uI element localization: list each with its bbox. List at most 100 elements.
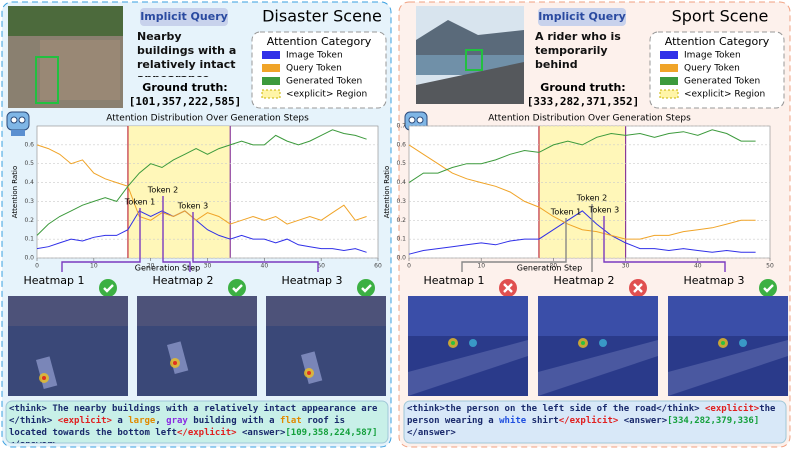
y-tick-label: 0.1 bbox=[24, 236, 34, 243]
robot-eye bbox=[416, 116, 424, 124]
token-annotation: Token 3 bbox=[177, 202, 208, 211]
heatmap-label: Heatmap 3 bbox=[683, 274, 744, 287]
x-tick-label: 40 bbox=[694, 263, 702, 270]
check-mark bbox=[361, 284, 372, 293]
heat-spot bbox=[599, 339, 607, 347]
check-mark bbox=[103, 284, 114, 293]
heatmap-label: Heatmap 1 bbox=[23, 274, 84, 287]
heatmap-road bbox=[668, 340, 788, 396]
token-arrow bbox=[603, 216, 726, 272]
token-annotation: Token 3 bbox=[588, 206, 619, 215]
answer-segment: a bbox=[111, 416, 129, 426]
series-line bbox=[36, 129, 367, 236]
building bbox=[301, 351, 323, 384]
check-icon bbox=[228, 279, 246, 297]
photo-rubble bbox=[40, 40, 120, 100]
query-text: A rider who is temporarily behind bbox=[535, 30, 621, 71]
token-annotation: Token 2 bbox=[147, 186, 178, 195]
series-line bbox=[408, 129, 756, 184]
legend-swatch bbox=[261, 89, 281, 99]
token-arrow bbox=[461, 218, 567, 272]
y-tick-label: 0.1 bbox=[396, 236, 406, 243]
building bbox=[166, 341, 189, 374]
query-label: Implicit Query bbox=[538, 10, 626, 23]
answer-box bbox=[403, 400, 787, 444]
answer-segment: </answer> bbox=[9, 440, 58, 443]
heatmap-label: Heatmap 2 bbox=[152, 274, 213, 287]
answer-segment: flat bbox=[279, 416, 302, 426]
series-line bbox=[36, 210, 367, 253]
y-tick-label: 0.5 bbox=[24, 160, 34, 167]
y-tick-label: 0.0 bbox=[24, 255, 34, 262]
legend-label: Image Token bbox=[286, 51, 343, 61]
gt-label: Ground truth: bbox=[142, 81, 227, 94]
query-label: Implicit Query bbox=[140, 10, 228, 23]
x-tick-label: 0 bbox=[35, 263, 39, 270]
token-annotation: Token 1 bbox=[550, 208, 581, 217]
gt-label: Ground truth: bbox=[540, 81, 625, 94]
legend-swatch bbox=[659, 89, 679, 99]
photo-vegetation bbox=[8, 6, 123, 36]
heat-spot-core bbox=[173, 361, 177, 365]
x-tick-label: 20 bbox=[147, 263, 155, 270]
answer-segment: <explicit> bbox=[705, 404, 760, 414]
heatmap-texture bbox=[8, 296, 128, 326]
legend-swatch bbox=[262, 77, 280, 85]
y-tick-label: 0.6 bbox=[396, 141, 406, 148]
y-tick-label: 0.3 bbox=[24, 198, 34, 205]
answer-segment: <answer> bbox=[618, 416, 668, 426]
answer-segment: , bbox=[155, 416, 167, 426]
chart-title: Attention Distribution Over Generation S… bbox=[488, 114, 691, 124]
gt-box bbox=[35, 56, 59, 104]
legend-swatch bbox=[660, 64, 678, 72]
cross-mark bbox=[633, 283, 643, 293]
heat-spot-core bbox=[42, 376, 46, 380]
x-axis-label: Generation Step bbox=[135, 264, 200, 273]
answer-segment: large bbox=[128, 416, 156, 426]
x-tick-label: 30 bbox=[204, 263, 212, 270]
chart-title: Attention Distribution Over Generation S… bbox=[106, 114, 309, 124]
heatmap-water bbox=[668, 296, 788, 336]
answer-segment: <explicit> bbox=[57, 416, 112, 426]
legend-label: <explicit> Region bbox=[286, 90, 367, 100]
x-tick-label: 0 bbox=[407, 263, 411, 270]
answer: <think> The nearby buildings with a rela… bbox=[9, 404, 378, 443]
answer-segment: shirt bbox=[526, 416, 559, 426]
answer-segment: white bbox=[499, 416, 527, 426]
answer-segment: [109,358,224,587] bbox=[285, 428, 378, 438]
heat-spot-core bbox=[581, 341, 585, 345]
legend-title: Attention Category bbox=[267, 35, 372, 48]
heat-spot-core bbox=[307, 371, 311, 375]
answer-segment: </explicit> bbox=[558, 416, 619, 426]
heatmap-texture bbox=[266, 296, 386, 326]
robot-icon bbox=[6, 111, 30, 131]
y-tick-label: 0.2 bbox=[396, 217, 406, 224]
robot-eye bbox=[18, 116, 26, 124]
x-tick-label: 20 bbox=[550, 263, 558, 270]
y-tick-label: 0.7 bbox=[396, 123, 406, 130]
gt-value: [101,357,222,585] bbox=[129, 95, 242, 108]
legend-swatch bbox=[660, 77, 678, 85]
check-icon bbox=[99, 279, 117, 297]
y-axis-label: Attention Ratio bbox=[11, 166, 19, 219]
x-tick-label: 60 bbox=[374, 263, 382, 270]
check-mark bbox=[232, 284, 243, 293]
answer-segment: [334,282,379,336] bbox=[667, 416, 760, 426]
answer-text: <think>the person on the left side of th… bbox=[407, 403, 784, 439]
heat-spot bbox=[739, 339, 747, 347]
query-label-box bbox=[538, 8, 626, 26]
y-tick-label: 0.0 bbox=[396, 255, 406, 262]
gt-box bbox=[465, 49, 483, 71]
heatmap-water bbox=[408, 296, 528, 336]
legend-swatch bbox=[660, 51, 678, 59]
token-arrow bbox=[192, 212, 319, 272]
legend-title: Attention Category bbox=[665, 35, 770, 48]
heatmap-road bbox=[538, 340, 658, 396]
y-axis-label: Attention Ratio bbox=[383, 166, 391, 219]
heatmap-water bbox=[538, 296, 658, 336]
token-arrow bbox=[162, 196, 191, 272]
y-tick-label: 0.4 bbox=[24, 179, 34, 186]
token-arrow bbox=[61, 208, 141, 272]
highlight-region bbox=[538, 126, 626, 258]
x-tick-label: 50 bbox=[317, 263, 325, 270]
